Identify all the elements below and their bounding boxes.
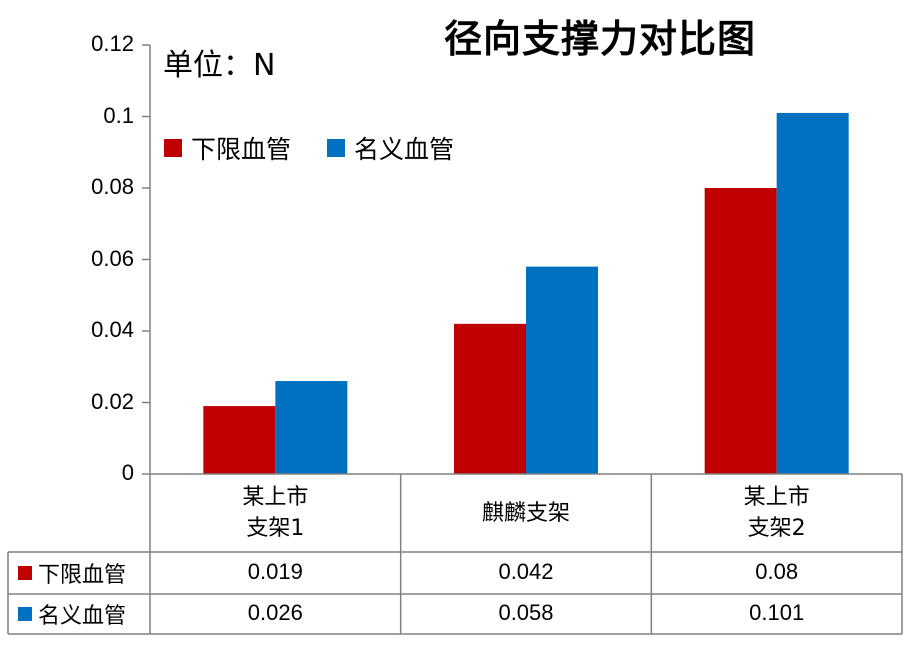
table-cell-value: 0.058 <box>498 600 554 625</box>
y-tick-label: 0.1 <box>103 102 134 128</box>
table-row-name: 下限血管 <box>38 563 127 588</box>
table-cell-value: 0.101 <box>749 600 805 625</box>
y-tick-label: 0.04 <box>91 317 134 342</box>
table-row-label: 下限血管 <box>18 552 126 594</box>
x-category-label: 某上市 支架2 <box>743 485 810 541</box>
bar-0-0 <box>203 406 276 474</box>
legend-label-series-0: 下限血管 <box>191 135 292 164</box>
table-cell-value: 0.019 <box>247 559 303 584</box>
bar-1-2 <box>776 112 849 475</box>
unit-label: 单位：N <box>163 48 276 83</box>
y-tick-label: 0.08 <box>91 174 134 199</box>
x-category-label: 某上市 支架1 <box>242 485 309 541</box>
y-tick-label: 0 <box>121 460 134 485</box>
bar-1-0 <box>275 381 348 474</box>
chart-title: 径向支撑力对比图 <box>443 17 756 61</box>
y-tick-label: 0.02 <box>91 388 134 414</box>
bar-0-1 <box>454 323 526 474</box>
bar-1-1 <box>526 266 598 474</box>
legend-label-series-1: 名义血管 <box>354 135 455 164</box>
y-tick-label: 0.06 <box>91 245 134 271</box>
table-cell-value: 0.042 <box>498 559 554 584</box>
table-row-label: 名义血管 <box>18 594 126 634</box>
legend-swatch-series-0 <box>164 139 182 157</box>
table-row-name: 名义血管 <box>38 604 127 629</box>
legend-item-series-0: 下限血管 <box>164 130 291 166</box>
bar-0-2 <box>704 188 777 474</box>
legend-swatch-series-1 <box>327 139 346 157</box>
table-cell-value: 0.08 <box>755 559 799 584</box>
x-category-label: 麒麟支架 <box>481 500 570 526</box>
legend: 下限血管 名义血管 <box>164 130 490 166</box>
table-row-swatch <box>18 607 32 621</box>
table-cell-value: 0.026 <box>247 600 303 625</box>
legend-item-series-1: 名义血管 <box>327 130 454 166</box>
y-tick-label: 0.12 <box>91 31 134 56</box>
table-row-swatch <box>18 566 32 580</box>
